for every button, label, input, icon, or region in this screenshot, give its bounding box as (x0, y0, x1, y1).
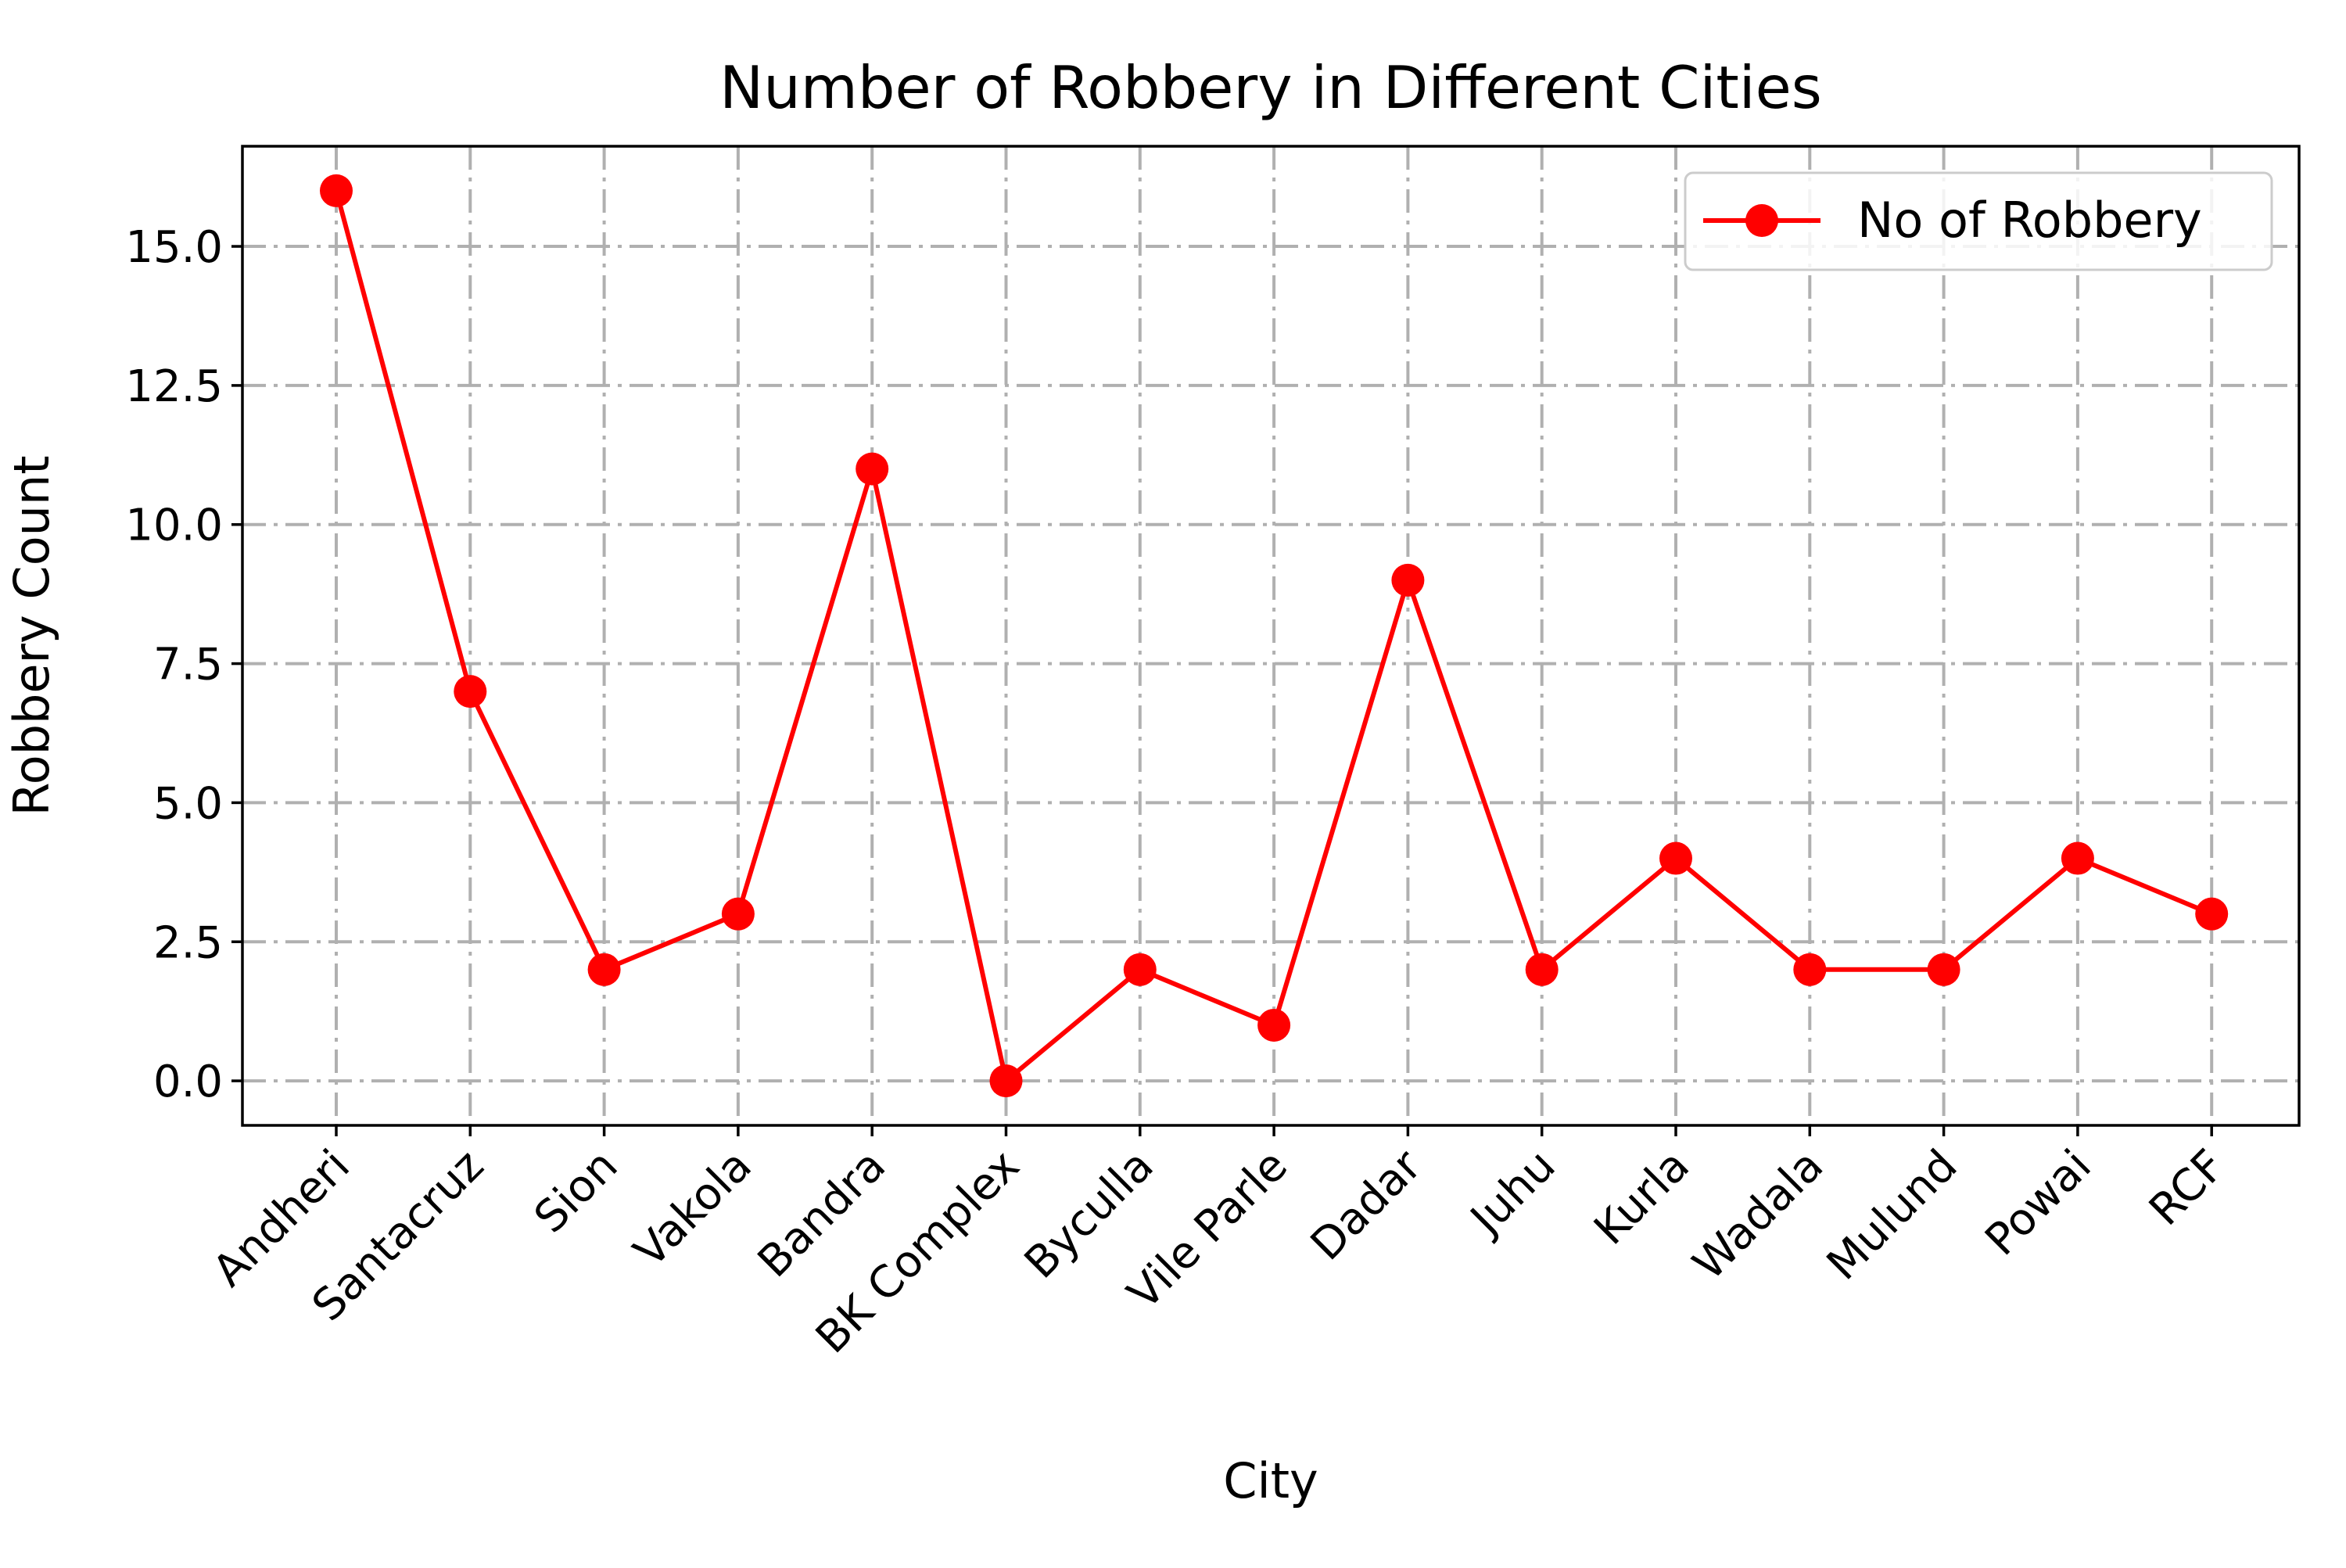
data-point[interactable] (721, 897, 755, 931)
data-point[interactable] (1257, 1008, 1291, 1042)
legend[interactable]: No of Robbery (1684, 171, 2273, 271)
data-point[interactable] (587, 953, 621, 986)
y-tick-label: 2.5 (153, 917, 223, 968)
series-marker-layer (320, 174, 2229, 1098)
data-point[interactable] (1123, 953, 1157, 986)
y-tick-label: 0.0 (153, 1057, 223, 1107)
x-tick-label: Powai (1975, 1140, 2100, 1265)
data-point[interactable] (2061, 841, 2094, 875)
x-tick-label: Sion (525, 1140, 627, 1243)
axis-ticks (231, 245, 2213, 1136)
x-tick-label: Juhu (1460, 1140, 1566, 1246)
data-point[interactable] (1525, 953, 1559, 986)
data-point[interactable] (1391, 563, 1425, 597)
y-tick-label: 5.0 (153, 778, 223, 829)
grid-layer (242, 146, 2299, 1125)
x-axis-label: City (1223, 1452, 1318, 1509)
x-tick-label: Mulund (1817, 1140, 1968, 1290)
data-point[interactable] (1793, 953, 1827, 986)
data-point[interactable] (989, 1064, 1023, 1098)
x-tick-label: Vakola (625, 1140, 762, 1277)
x-tick-label: RCF (2140, 1140, 2235, 1236)
data-point[interactable] (320, 174, 353, 207)
y-axis-label: Robbery Count (3, 455, 60, 816)
x-tick-label: Kurla (1584, 1140, 1699, 1255)
legend-entry-label: No of Robbery (1857, 192, 2202, 249)
data-point[interactable] (1659, 841, 1692, 875)
y-tick-label: 7.5 (153, 640, 223, 691)
x-tick-label: Wadala (1684, 1140, 1834, 1290)
data-point[interactable] (454, 675, 487, 709)
y-tick-labels: 0.0 2.5 5.0 7.5 10.0 12.5 15.0 (125, 222, 223, 1107)
y-tick-label: 10.0 (125, 501, 223, 551)
y-tick-label: 15.0 (125, 222, 223, 273)
chart-title: Number of Robbery in Different Cities (719, 53, 1822, 122)
legend-box (1684, 171, 2273, 271)
data-point[interactable] (2195, 897, 2229, 931)
legend-marker-sample (1745, 204, 1778, 237)
data-point[interactable] (1927, 953, 1960, 986)
data-point[interactable] (856, 452, 889, 486)
plot-frame (241, 145, 2301, 1127)
y-tick-label: 12.5 (125, 361, 223, 412)
x-tick-label: Dadar (1301, 1139, 1432, 1270)
